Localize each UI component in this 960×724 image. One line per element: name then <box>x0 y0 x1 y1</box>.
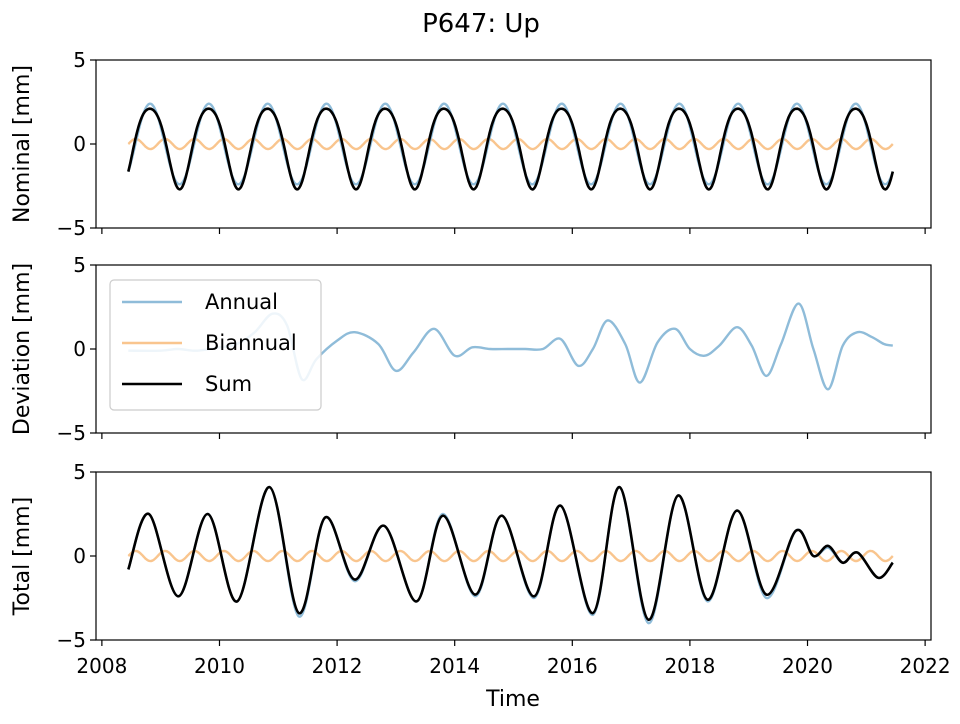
y-tick-label: 5 <box>73 48 86 72</box>
legend-box <box>109 279 322 411</box>
x-tick-label: 2008 <box>76 654 127 678</box>
y-tick-label: 0 <box>73 132 86 156</box>
x-tick-label: 2022 <box>900 654 951 678</box>
panel-1: 5 0 −5 Nominal [mm] <box>10 48 932 240</box>
x-tick-label: 2018 <box>664 654 715 678</box>
y-tick-label: 5 <box>73 253 86 277</box>
series-line-sum <box>127 107 895 191</box>
y-axis-label: Deviation [mm] <box>10 263 35 435</box>
x-tick-label: 2014 <box>429 654 480 678</box>
panel-2: 5 0 −5 Deviation [mm] Annual Biannual Sum <box>10 253 932 445</box>
y-axis-label: Total [mm] <box>10 497 35 616</box>
series-line-biannual <box>127 549 894 563</box>
y-tick-label: −5 <box>57 421 86 445</box>
legend-label: Biannual <box>205 331 297 355</box>
y-tick-label: −5 <box>57 628 86 652</box>
x-tick-label: 2020 <box>782 654 833 678</box>
y-tick-label: 0 <box>73 337 86 361</box>
legend-label: Sum <box>205 372 252 396</box>
legend: Annual Biannual Sum <box>109 279 322 411</box>
legend-label: Annual <box>205 290 278 314</box>
series-line-biannual <box>127 137 894 151</box>
x-tick-label: 2012 <box>312 654 363 678</box>
y-tick-label: 5 <box>73 460 86 484</box>
chart-title: P647: Up <box>422 9 540 39</box>
x-axis-label: Time <box>485 687 540 712</box>
y-tick-label: 0 <box>73 544 86 568</box>
y-tick-label: −5 <box>57 216 86 240</box>
y-axis-label: Nominal [mm] <box>10 65 35 223</box>
series-group <box>127 485 894 625</box>
x-tick-label: 2010 <box>194 654 245 678</box>
series-group <box>127 102 895 191</box>
x-tick-label: 2016 <box>547 654 598 678</box>
series-line-sum <box>127 485 894 622</box>
